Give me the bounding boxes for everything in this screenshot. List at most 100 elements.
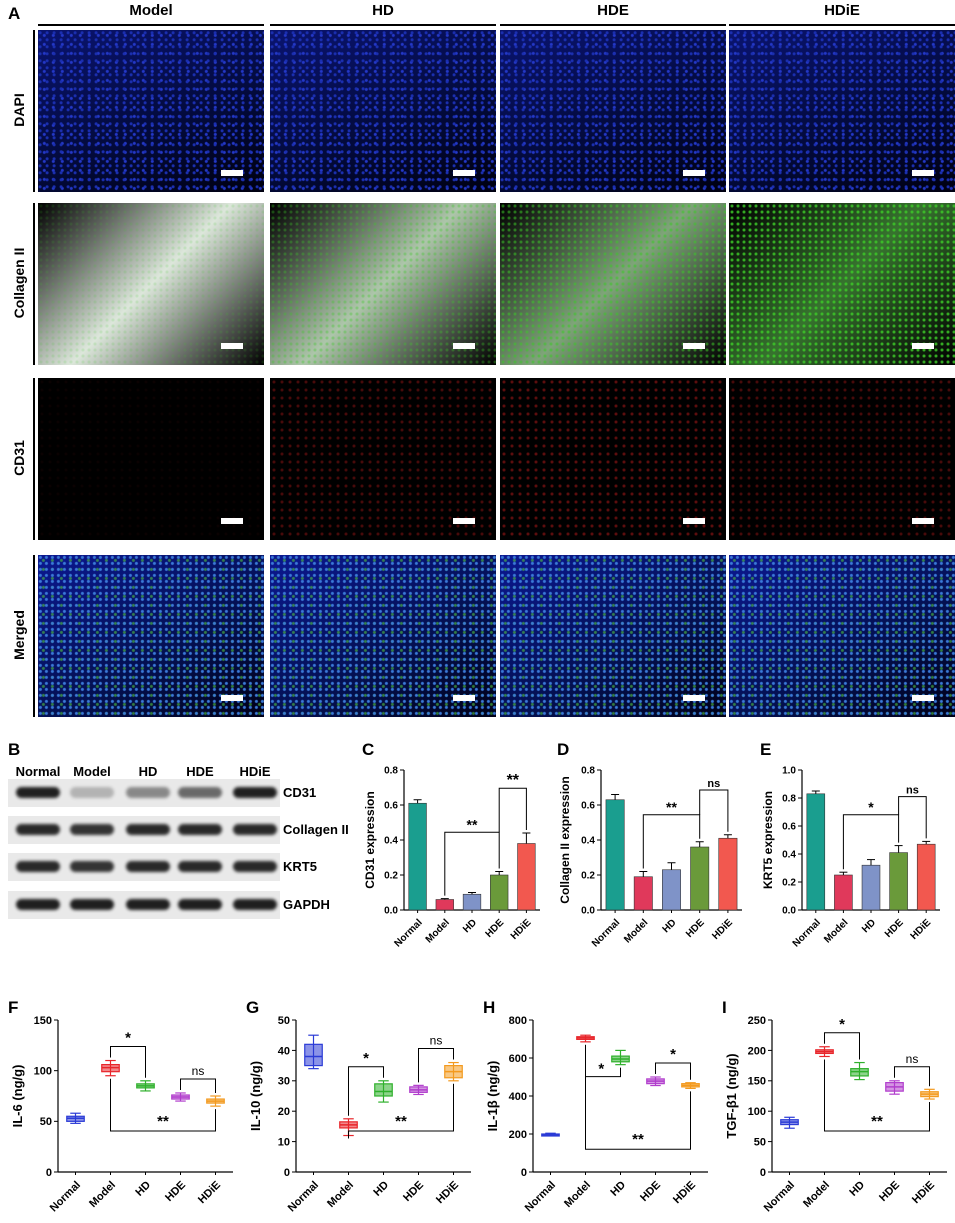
x-tick-label: Model	[87, 1179, 118, 1210]
micrograph-merged-hdie	[729, 555, 955, 717]
y-tick-label: 0.6	[384, 801, 398, 812]
sig-bracket	[585, 1044, 691, 1150]
y-tick-label: 0.4	[384, 836, 398, 847]
y-axis-label: TGF-β1 (ng/g)	[724, 1053, 739, 1138]
column-divider	[270, 24, 496, 26]
scale-bar	[453, 170, 475, 176]
blot-band	[70, 861, 114, 872]
y-tick-label: 0	[521, 1167, 527, 1179]
y-tick-label: 0.2	[581, 871, 595, 882]
blot-band	[233, 787, 277, 798]
y-tick-label: 30	[278, 1076, 290, 1088]
panel-label-h: H	[483, 998, 496, 1017]
x-tick-label: Model	[622, 917, 650, 945]
sig-label: ns	[906, 1052, 919, 1066]
x-tick-label: HDE	[877, 1179, 902, 1204]
blot-lane-label-model: Model	[73, 764, 111, 779]
chart-f-il6: 0 50 100 150 IL-6 (ng/g) Normal Model HD HDE HDiE…	[10, 1015, 233, 1214]
x-tick-label: HDE	[401, 1179, 426, 1204]
blot-strip-cd31	[8, 779, 280, 807]
y-tick-label: 50	[40, 1116, 52, 1128]
x-tick-label: HDE	[883, 917, 906, 940]
y-axis-label: CD31 expression	[363, 791, 377, 888]
scale-bar	[683, 695, 705, 701]
micrograph-dapi-hd	[270, 30, 496, 192]
blot-band	[126, 787, 170, 798]
x-tick-label: Model	[801, 1179, 832, 1210]
micrograph-collagen-ii-model	[38, 203, 264, 365]
blot-lane-label-hdie: HDiE	[239, 764, 271, 779]
panel-label-d: D	[557, 740, 570, 759]
y-tick-label: 400	[509, 1091, 527, 1103]
blot-band	[178, 824, 222, 835]
blot-protein-label-krt5: KRT5	[283, 859, 317, 874]
x-tick-label: Normal	[762, 1179, 797, 1214]
blot-band	[16, 824, 60, 835]
blot-band	[16, 899, 60, 910]
sig-label: **	[395, 1113, 407, 1130]
micrograph-merged-hde	[500, 555, 726, 717]
sig-label: *	[670, 1046, 676, 1063]
chart-g-il10: 0 10 20 30 40 50 IL-10 (ng/g) Normal Model HD HDE H…	[248, 1015, 471, 1214]
y-axis-label: KRT5 expression	[761, 791, 775, 889]
sig-bracket	[898, 796, 927, 839]
y-tick-label: 0	[284, 1167, 290, 1179]
sig-bracket	[824, 1032, 860, 1060]
bar	[490, 874, 509, 911]
blot-protein-label-cd31: CD31	[283, 785, 317, 800]
x-tick-label: Model	[562, 1179, 593, 1210]
y-tick-label: 0	[760, 1167, 766, 1179]
panel-label-e: E	[760, 740, 772, 759]
sig-bracket	[348, 1083, 454, 1139]
x-tick-label: HD	[847, 1179, 867, 1199]
row-divider	[33, 555, 35, 717]
row-divider	[33, 30, 35, 192]
y-tick-label: 0	[46, 1167, 52, 1179]
sig-bracket	[444, 831, 500, 896]
sig-label: **	[507, 772, 520, 789]
panel-label-c: C	[362, 740, 375, 759]
scale-bar	[221, 518, 243, 524]
blot-band	[233, 824, 277, 835]
y-tick-label: 0.6	[782, 822, 796, 833]
y-tick-label: 20	[278, 1106, 290, 1118]
micrograph-cd31-hde	[500, 378, 726, 540]
x-tick-label: Model	[424, 917, 452, 945]
sig-label: *	[598, 1061, 604, 1078]
sig-label: *	[363, 1050, 369, 1067]
y-tick-label: 0.4	[782, 850, 796, 861]
scale-bar	[453, 518, 475, 524]
box	[374, 1083, 393, 1097]
x-tick-label: HD	[461, 917, 479, 935]
x-tick-label: HDiE	[509, 917, 534, 942]
column-divider	[38, 24, 264, 26]
y-tick-label: 0.0	[384, 906, 398, 917]
micrograph-cd31-hdie	[729, 378, 955, 540]
bar	[916, 843, 936, 911]
y-tick-label: 100	[34, 1066, 52, 1078]
micrograph-dapi-model	[38, 30, 264, 192]
y-tick-label: 50	[754, 1136, 766, 1148]
x-tick-label: HDiE	[671, 1179, 698, 1206]
column-divider	[729, 24, 955, 26]
row-label-cd31: CD31	[11, 440, 27, 476]
scale-bar	[221, 343, 243, 349]
bar	[462, 893, 482, 911]
panel-label-g: G	[246, 998, 260, 1017]
y-axis-label: IL-1β (ng/g)	[485, 1061, 500, 1132]
sig-label: ns	[906, 785, 919, 797]
scale-bar	[912, 695, 934, 701]
panel-label-f: F	[8, 998, 19, 1017]
chart-h-il1b: 0 200 400 600 800 IL-1β (ng/g) Normal Model HD HD…	[485, 1015, 708, 1214]
x-tick-label: Normal	[286, 1179, 321, 1214]
x-tick-label: HDiE	[910, 1179, 937, 1206]
x-tick-label: Model	[325, 1179, 356, 1210]
bar	[435, 899, 454, 911]
column-title-hde: HDE	[597, 2, 629, 19]
micrograph-cd31-model	[38, 378, 264, 540]
sig-bracket	[110, 1046, 146, 1078]
y-tick-label: 0.4	[581, 836, 595, 847]
row-label-merged: Merged	[11, 610, 27, 660]
x-tick-label: Model	[822, 917, 850, 945]
y-tick-label: 200	[748, 1045, 766, 1057]
